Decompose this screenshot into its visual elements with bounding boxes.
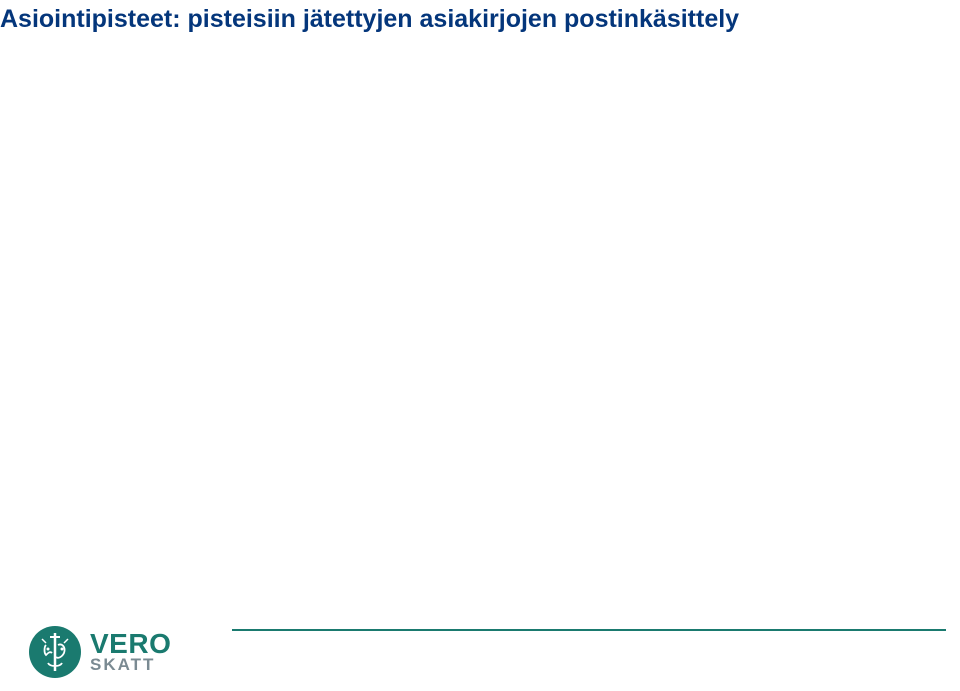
page-title: Asiointipisteet: pisteisiin jätettyjen a… (0, 4, 739, 34)
footer-divider (232, 629, 946, 631)
logo-vero-label: VERO (90, 631, 171, 658)
logo-container: VERO SKATT (28, 625, 171, 679)
slide-container: Asiointipisteet: pisteisiin jätettyjen a… (0, 0, 960, 691)
logo-text: VERO SKATT (90, 631, 171, 674)
logo-skatt-label: SKATT (90, 657, 171, 673)
vero-emblem-icon (28, 625, 82, 679)
